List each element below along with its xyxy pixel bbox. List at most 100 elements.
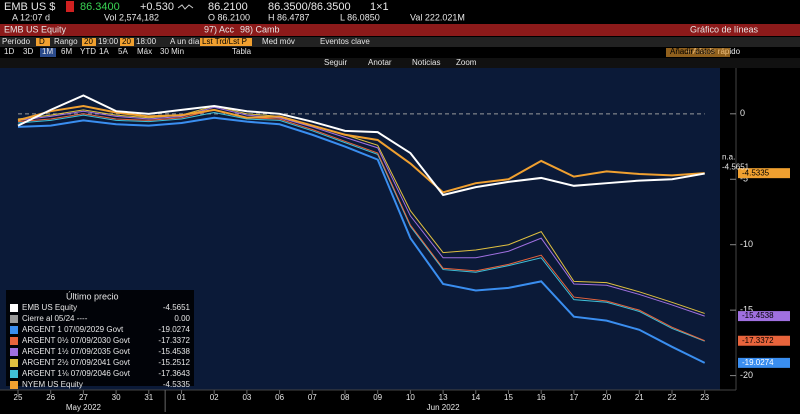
legend-label: ARGENT 1⅛ 07/09/2046 Govt [22,369,131,378]
price-type-box[interactable] [200,38,252,46]
change: +0.530 [140,1,174,13]
title-bar [0,24,800,36]
range-from-time[interactable]: 19:00 [98,37,119,46]
legend-swatch [10,304,18,312]
value-tag [738,335,790,346]
legend-value: 0.00 [174,314,190,323]
x-tick-label: 22 [668,393,677,402]
table-button[interactable]: Tabla [232,47,252,56]
legend-value: -17.3372 [158,336,190,345]
zoom-button[interactable]: 6M [61,47,72,56]
x-tick-label: 08 [341,393,350,402]
zoom-button[interactable]: Máx [137,47,152,56]
x-tick-label: 01 [177,393,186,402]
open: O 86.2100 [208,12,250,22]
x-tick-label: 03 [242,393,251,402]
x-tick-label: 14 [471,393,480,402]
size: 1×1 [370,1,389,13]
chart-name: Gráfico de líneas [690,24,759,34]
security: EMB US Equity [4,24,67,34]
events[interactable]: Eventos clave [320,37,370,46]
value-tag-label: -17.3372 [742,336,774,345]
legend-swatch [10,359,18,367]
value-tag [738,168,790,179]
legend-value: -4.5651 [163,303,191,312]
month-label: May 2022 [66,403,102,412]
y-tick-label: -15 [740,305,753,315]
zoom-button[interactable]: 5A [118,47,128,56]
legend-swatch [10,381,18,389]
open-quote: 86.2100 [208,1,248,13]
legend-label: ARGENT 0½ 07/09/2030 Govt [22,336,131,345]
range-to-time[interactable]: 18:00 [136,37,157,46]
range-label: Rango [54,37,78,46]
chart-toolbar [0,58,800,68]
value-tag-label: -19.0274 [742,358,774,367]
volume: Vol 2,574,182 [104,12,159,22]
chart-tool[interactable]: Seguir [324,58,347,67]
legend-label: EMB US Equity [22,303,77,312]
add-data[interactable]: Añadir datos [670,47,715,56]
value: Val 222.021M [410,12,465,22]
chart-tool[interactable]: Zoom [456,58,477,67]
settings-row [0,37,800,47]
value-tag [738,357,790,368]
sparkline [177,4,194,10]
value-tag-label: -15.4538 [742,311,774,320]
zoom-button[interactable]: 1M [42,47,53,56]
ticker: EMB US $ [4,1,55,13]
zoom-button[interactable]: 30 Min [160,47,184,56]
period-label: Período [2,37,31,46]
legend-value: -19.0274 [158,325,190,334]
legend-value: -15.4538 [158,347,190,356]
action-button[interactable]: 97) Acc [204,24,235,34]
annotation: n.a. [722,153,735,162]
legend-value: -15.2512 [158,358,190,367]
chart-tool[interactable]: Anotar [368,58,392,67]
add-data-box[interactable] [666,48,730,57]
day[interactable]: A un día [170,37,200,46]
low: L 86.0850 [340,12,380,22]
y-tick-label: 0 [740,108,745,118]
moving-average[interactable]: Med móv [262,37,295,46]
x-tick-label: 23 [700,393,709,402]
series-line [17,106,705,317]
x-tick-label: 06 [275,393,284,402]
legend-label: ARGENT 1 07/09/2029 Govt [22,325,124,334]
legend-value: -17.3643 [158,369,190,378]
x-tick-label: 07 [308,393,317,402]
value-tag-label: -4.5335 [742,168,770,177]
price-type[interactable]: Lst Trd/Lst P [202,37,247,46]
x-tick-label: 20 [602,393,611,402]
x-tick-label: 31 [144,393,153,402]
range-from-box[interactable] [82,38,96,46]
x-tick-label: 02 [210,393,219,402]
legend-swatch [10,370,18,378]
legend-swatch [10,337,18,345]
series-line [17,116,706,364]
series-line [17,111,705,342]
legend-title: Último precio [66,291,119,301]
zoom-button[interactable]: 1D [4,47,14,56]
last-price: 86.3400 [80,1,120,13]
zoom-button[interactable]: YTD [80,47,96,56]
period[interactable]: D [39,37,45,46]
legend-box [6,290,194,386]
zoom-button[interactable]: 3D [23,47,33,56]
action-button[interactable]: 98) Camb [240,24,280,34]
range-to[interactable]: 20 [122,37,131,46]
zoom-button[interactable]: 1A [99,47,109,56]
chart-tool[interactable]: Noticias [412,58,440,67]
x-tick-label: 21 [635,393,644,402]
legend-value: -4.5335 [163,380,191,389]
range-from[interactable]: 20 [84,37,93,46]
month-label: Jun 2022 [427,403,460,412]
legend-swatch [10,315,18,323]
series-line [17,109,705,342]
time: A 12:07 d [12,12,50,22]
series-line [17,94,705,197]
period-box[interactable] [36,38,50,46]
range-to-box[interactable] [120,38,134,46]
value-label: -4.5651 [722,163,750,172]
